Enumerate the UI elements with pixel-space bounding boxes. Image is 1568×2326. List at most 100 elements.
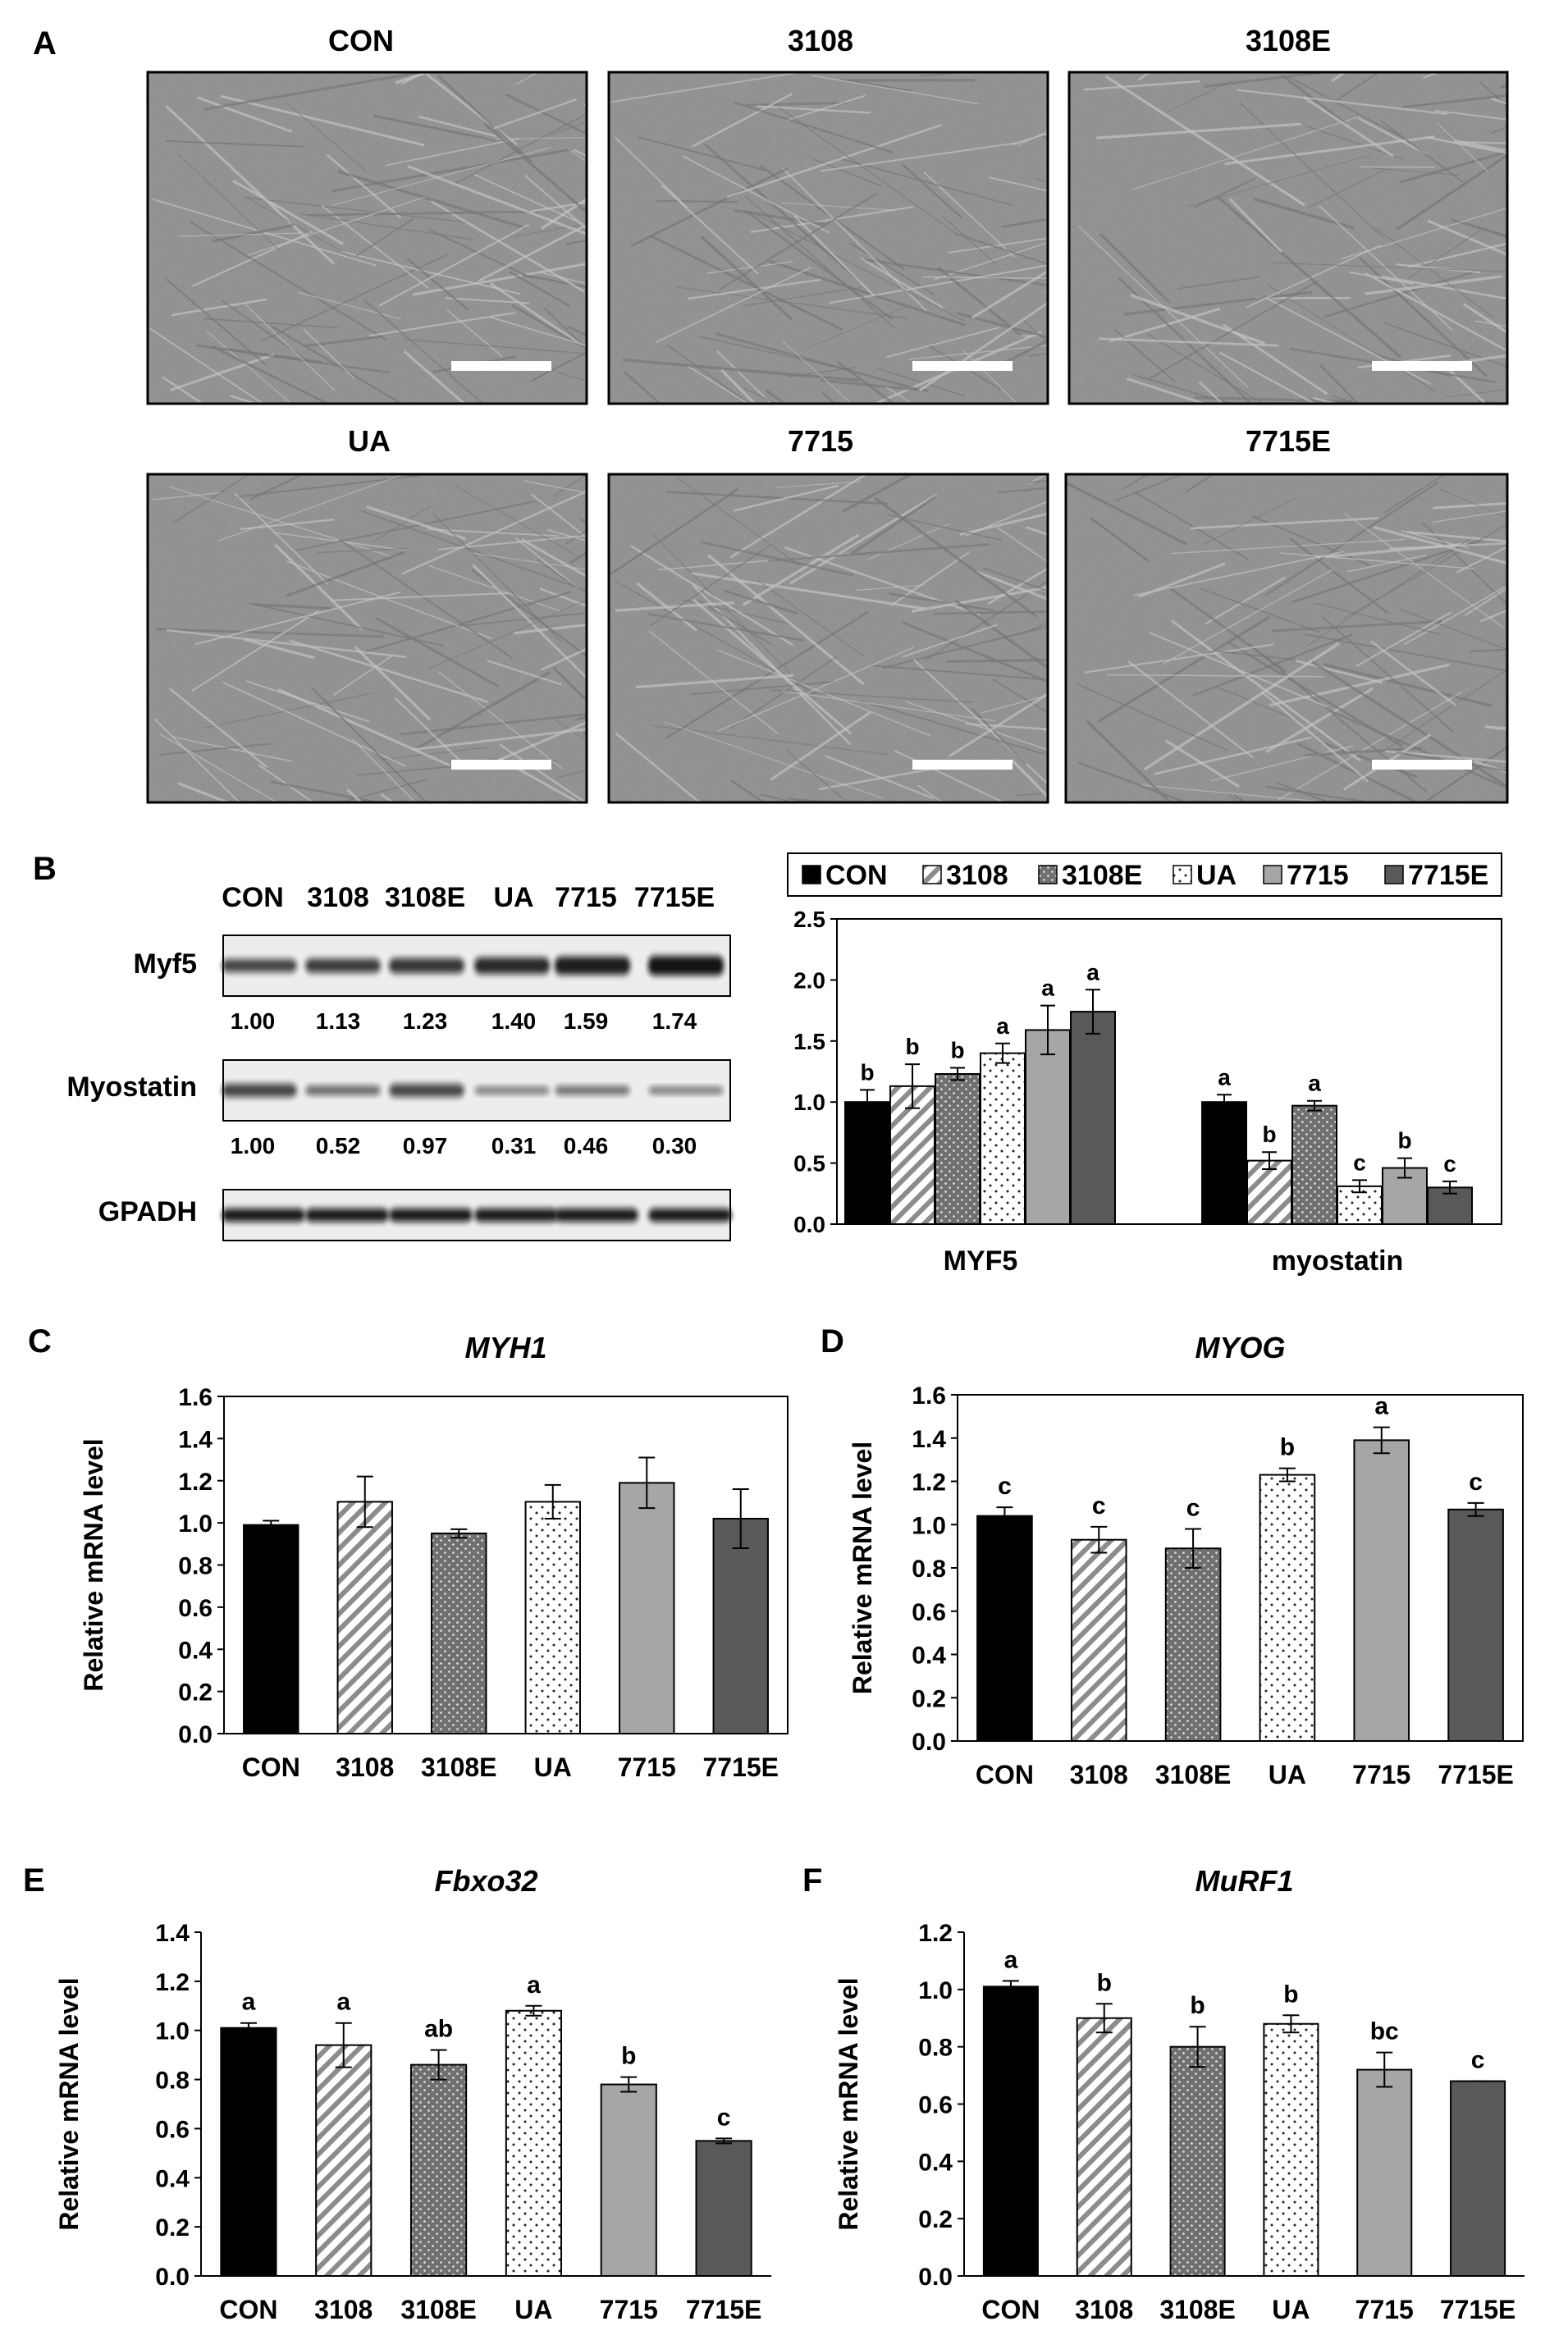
legend-swatch <box>922 865 942 884</box>
bar <box>1353 1439 1410 1742</box>
y-tick-label: 0.0 <box>918 2264 953 2291</box>
lane-label: 3108 <box>307 882 369 913</box>
chart-title: Fbxo32 <box>434 1864 537 1898</box>
x-tick-label: 7715E <box>686 2295 762 2324</box>
densitometry-value: 1.00 <box>231 1008 276 1034</box>
y-tick-label: 0.2 <box>918 2206 953 2233</box>
bar <box>505 2009 563 2278</box>
y-tick-label: 1.0 <box>793 1090 825 1115</box>
legend-swatch <box>1173 865 1192 884</box>
bar <box>1025 1029 1071 1225</box>
densitometry-value: 1.74 <box>652 1008 697 1034</box>
micrograph-grain <box>609 474 1048 802</box>
bar <box>712 1517 769 1735</box>
legend-swatch <box>1263 865 1282 884</box>
bar <box>336 1501 393 1734</box>
significance-label: c <box>998 1473 1012 1500</box>
micrograph-grain <box>148 474 587 802</box>
bar <box>976 1515 1033 1742</box>
significance-label: a <box>1086 959 1099 985</box>
bar <box>1447 1508 1504 1742</box>
chart-e-fbxo32: Fbxo32 Relative mRNA level 0.0 0.2 0.4 0.6 0.8… <box>54 1864 771 2324</box>
y-tick-label: 0.0 <box>178 1721 213 1748</box>
y-tick-label: 0.2 <box>155 2214 190 2241</box>
panel-letter-a: A <box>33 25 57 62</box>
legend-label: 3108 <box>946 860 1008 891</box>
x-tick-label: UA <box>1269 1760 1306 1789</box>
y-tick-label: 1.0 <box>178 1510 213 1538</box>
bar <box>600 2083 657 2277</box>
blot-band <box>389 1209 473 1222</box>
legend-box <box>787 852 1502 897</box>
blot-band <box>474 1209 558 1222</box>
y-tick-label: 1.0 <box>155 2018 190 2045</box>
bar <box>695 2140 752 2277</box>
legend-swatch <box>802 865 821 884</box>
y-tick-label: 1.4 <box>155 1920 190 1947</box>
myotube-texture <box>1069 72 1507 404</box>
micrograph-label: 7715 <box>788 424 853 458</box>
y-tick-label: 1.2 <box>912 1469 946 1497</box>
significance-label: c <box>1186 1495 1200 1522</box>
micrograph-grain <box>148 72 587 404</box>
significance-label: b <box>1097 1969 1112 1996</box>
micrograph-frame <box>1067 71 1509 405</box>
x-tick-label: 3108 <box>1070 1760 1128 1789</box>
blot-row-label: Myf5 <box>134 948 197 980</box>
densitometry-value: 1.00 <box>231 1133 276 1158</box>
x-tick-label: CON <box>976 1760 1034 1789</box>
myotube <box>1503 654 1507 656</box>
y-tick-label: 1.0 <box>912 1512 946 1539</box>
x-tick-label: UA <box>534 1752 572 1782</box>
x-tick-label: 3108E <box>400 2295 477 2324</box>
y-tick-label: 0.2 <box>178 1679 213 1707</box>
y-tick-label: 0.5 <box>793 1151 825 1177</box>
densitometry-value: 0.31 <box>491 1133 537 1158</box>
micrograph-label: 3108 <box>788 24 853 57</box>
y-tick-label: 0.0 <box>793 1212 825 1237</box>
micrograph-frame <box>146 71 588 405</box>
scale-bar <box>912 760 1013 770</box>
myotube <box>1331 72 1347 83</box>
micrograph-frame <box>607 473 1049 804</box>
densitometry-value: 1.59 <box>564 1008 609 1034</box>
y-tick-label: 1.5 <box>793 1029 825 1054</box>
significance-label: b <box>1397 1128 1411 1154</box>
chart-d-myog: MYOG Relative mRNA level 0.0 0.2 0.4 0.6 0.8 1.… <box>848 1331 1524 1789</box>
significance-label: bc <box>1370 2018 1399 2045</box>
myotube-texture <box>609 72 1048 404</box>
scale-bar <box>1372 361 1472 371</box>
blot-band <box>648 1086 724 1094</box>
x-tick-label: 3108 <box>314 2295 373 2324</box>
blot-band <box>648 956 724 976</box>
blot-band <box>648 1209 732 1222</box>
y-tick-label: 0.0 <box>912 1729 946 1756</box>
significance-label: c <box>1471 2047 1485 2074</box>
x-tick-label: CON <box>242 1752 300 1782</box>
significance-label: c <box>1353 1149 1366 1175</box>
lane-label: 3108E <box>385 882 465 913</box>
significance-label: a <box>242 1989 256 2016</box>
panel-letter-b: B <box>33 851 57 887</box>
y-tick-label: 1.6 <box>912 1382 946 1410</box>
densitometry-value: 0.52 <box>316 1133 361 1158</box>
y-tick-label: 1.0 <box>918 1977 953 2004</box>
y-tick-label: 1.2 <box>155 1969 190 1996</box>
significance-label: b <box>1280 1434 1295 1461</box>
significance-label: b <box>1262 1122 1276 1147</box>
x-tick-label: CON <box>219 2295 277 2324</box>
myotube-texture <box>609 474 1048 802</box>
y-axis-label: Relative mRNA level <box>79 1438 108 1691</box>
panel-letter-c: C <box>28 1323 52 1359</box>
bar <box>1070 1011 1116 1225</box>
micrograph-label: CON <box>328 24 394 57</box>
y-tick-label: 0.0 <box>155 2264 190 2291</box>
bar <box>889 1085 935 1225</box>
panel-letter-d: D <box>821 1323 844 1359</box>
significance-label: a <box>1041 976 1054 1001</box>
scale-bar <box>451 760 551 770</box>
bar <box>1076 2017 1132 2277</box>
blot-row-label: Myostatin <box>66 1072 197 1103</box>
plot-frame <box>223 1396 789 1734</box>
legend-swatch <box>1384 865 1404 884</box>
